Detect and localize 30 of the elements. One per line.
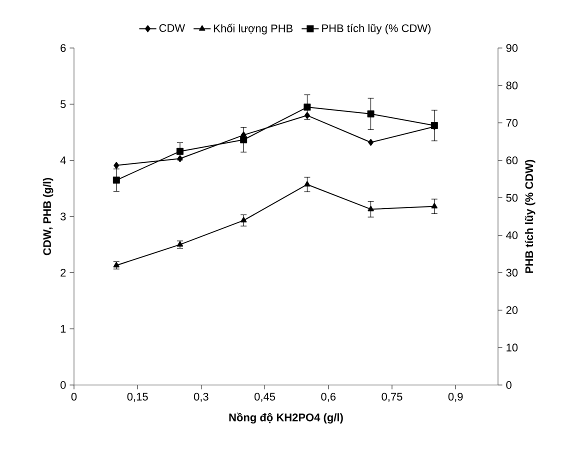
y-tick-label: 1 <box>60 325 66 333</box>
y2-tick-label: 50 <box>506 194 518 202</box>
y-tick-label: 0 <box>60 381 66 389</box>
y-tick-label: 5 <box>60 100 66 108</box>
y2-tick-label: 40 <box>506 231 518 240</box>
y-tick-label: 6 <box>60 44 66 52</box>
y2-tick-label: 20 <box>506 306 518 314</box>
y2-tick-label: 30 <box>506 268 518 277</box>
y2-tick-label: 10 <box>506 344 518 352</box>
x-tick-label: 0,6 <box>321 392 336 402</box>
y2-tick-label: 90 <box>506 44 518 52</box>
legend-label: CDW <box>159 24 186 32</box>
y-tick-label: 4 <box>60 156 66 164</box>
y2-tick-label: 70 <box>506 119 518 127</box>
x-tick-label: 0,75 <box>382 392 402 402</box>
y2-tick-label: 60 <box>506 156 518 164</box>
y2-tick-label: 0 <box>506 381 512 389</box>
x-tick-label: 0,15 <box>127 392 148 402</box>
y-tick-label: 3 <box>60 212 66 220</box>
y2-tick-label: 80 <box>506 82 518 90</box>
y2-axis-title: PHB tích lũy (% CDW) <box>524 160 536 273</box>
x-tick-label: 0,3 <box>194 392 208 402</box>
legend-label: PHB tích lũy (% CDW) <box>322 24 431 34</box>
x-tick-label: 0,9 <box>448 392 463 402</box>
x-axis-title: Nồng độ KH2PO4 (g/l) <box>229 412 343 424</box>
y-axis-title: CDW, PHB (g/l) <box>42 178 54 256</box>
x-tick-label: 0,45 <box>254 392 276 402</box>
legend-label: Khối lượng PHB <box>214 24 293 34</box>
y-tick-label: 2 <box>60 268 66 277</box>
x-tick-label: 0 <box>71 392 77 401</box>
